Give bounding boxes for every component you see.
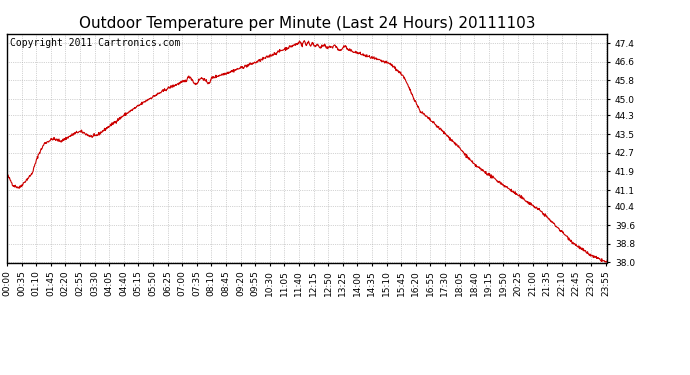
Text: Copyright 2011 Cartronics.com: Copyright 2011 Cartronics.com [10, 38, 180, 48]
Title: Outdoor Temperature per Minute (Last 24 Hours) 20111103: Outdoor Temperature per Minute (Last 24 … [79, 16, 535, 31]
